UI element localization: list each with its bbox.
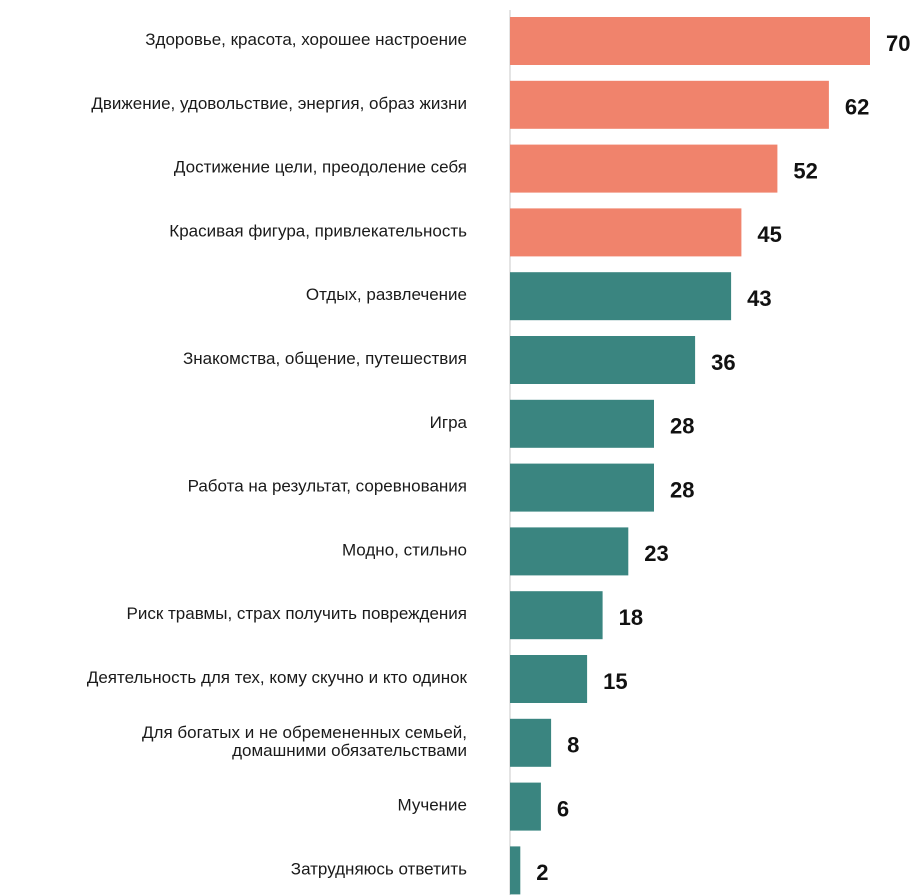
category-label-5: Знакомства, общение, путешествия <box>183 349 467 368</box>
bar-10 <box>510 655 588 703</box>
value-label-10: 15 <box>603 669 627 694</box>
category-label-9: Риск травмы, страх получить повреждения <box>127 605 467 624</box>
bar-6 <box>510 399 654 448</box>
category-label-0: Здоровье, красота, хорошее настроение <box>145 30 467 49</box>
value-label-11: 8 <box>567 733 579 758</box>
bar-8 <box>510 527 629 576</box>
value-label-2: 52 <box>793 158 817 183</box>
bar-0 <box>510 17 870 65</box>
category-label-11: Для богатых и не обремененных семьей, дом… <box>142 723 467 760</box>
value-label-12: 6 <box>557 796 569 821</box>
bar-5 <box>510 336 696 384</box>
category-label-4: Отдых, развлечение <box>306 286 467 305</box>
bar-7 <box>510 463 654 512</box>
value-label-4: 43 <box>747 286 771 311</box>
bar-11 <box>510 718 552 767</box>
value-label-8: 23 <box>644 541 668 566</box>
bar-1 <box>510 80 829 129</box>
value-label-0: 70 <box>886 31 910 56</box>
category-label-6: Игра <box>430 413 468 432</box>
category-label-7: Работа на результат, соревнования <box>188 477 467 496</box>
bar-3 <box>510 208 742 257</box>
category-label-1: Движение, удовольствие, энергия, образ ж… <box>91 94 467 113</box>
bar-9 <box>510 591 603 640</box>
bar-13 <box>510 846 521 895</box>
value-label-3: 45 <box>757 222 781 247</box>
value-label-7: 28 <box>670 477 694 502</box>
category-label-3: Красивая фигура, привлекательность <box>169 222 467 241</box>
bar-12 <box>510 782 541 831</box>
value-label-13: 2 <box>536 860 548 885</box>
value-label-9: 18 <box>619 605 643 630</box>
category-label-13: Затрудняюсь ответить <box>291 860 467 879</box>
bar-4 <box>510 272 732 321</box>
value-label-5: 36 <box>711 350 735 375</box>
value-label-1: 62 <box>845 95 869 120</box>
category-label-12: Мучение <box>397 796 467 815</box>
value-label-6: 28 <box>670 414 694 439</box>
bar-2 <box>510 144 778 193</box>
category-label-10: Деятельность для тех, кому скучно и кто … <box>87 668 468 687</box>
bars-layer <box>510 17 870 895</box>
category-label-2: Достижение цели, преодоление себя <box>174 158 467 177</box>
category-label-8: Модно, стильно <box>342 541 467 560</box>
category-labels-layer: Здоровье, красота, хорошее настроение Дви… <box>87 30 468 878</box>
